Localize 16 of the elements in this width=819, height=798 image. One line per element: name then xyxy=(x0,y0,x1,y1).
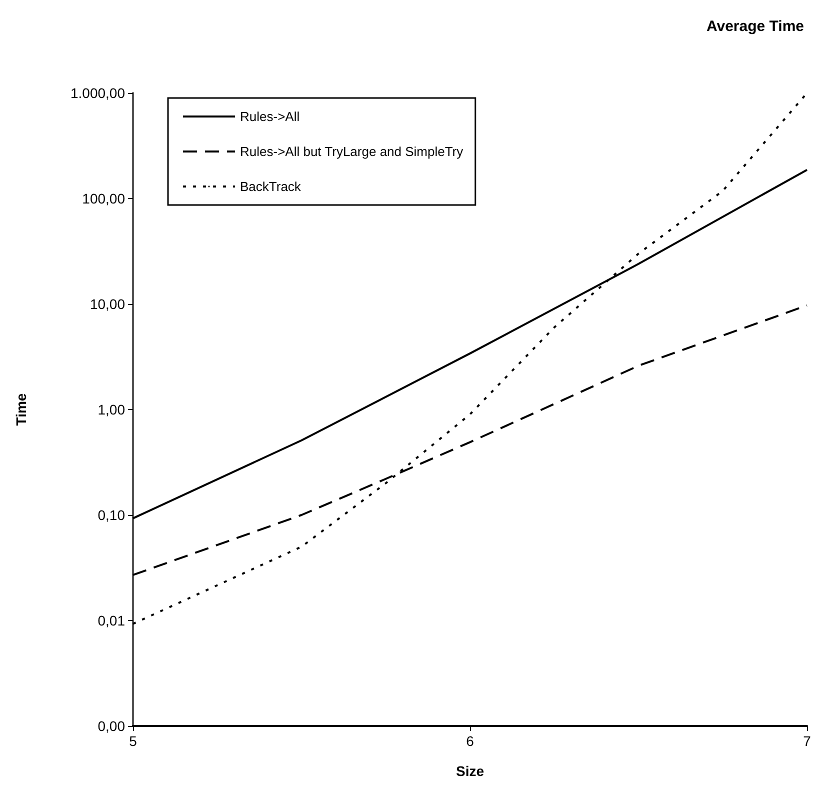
y-tick-label: 100,00 xyxy=(82,190,126,206)
x-tick-label: 6 xyxy=(466,733,474,749)
y-tick-label: 0,00 xyxy=(98,718,126,734)
x-tick-label: 5 xyxy=(129,733,138,749)
y-tick-label: 1,00 xyxy=(98,402,126,418)
y-tick-label: 1.000,00 xyxy=(70,85,126,101)
legend-label: BackTrack xyxy=(240,179,302,194)
y-tick-label: 0,01 xyxy=(98,612,126,628)
legend-label: Rules->All but TryLarge and SimpleTry xyxy=(240,144,464,159)
y-tick-label: 0,10 xyxy=(98,507,126,523)
legend-label: Rules->All xyxy=(240,109,300,124)
chart-title: Average Time xyxy=(706,18,804,35)
y-tick-label: 10,00 xyxy=(90,296,126,312)
x-tick-label: 7 xyxy=(803,733,812,749)
y-axis-title: Time xyxy=(13,393,29,426)
x-axis-title: Size xyxy=(456,763,484,779)
